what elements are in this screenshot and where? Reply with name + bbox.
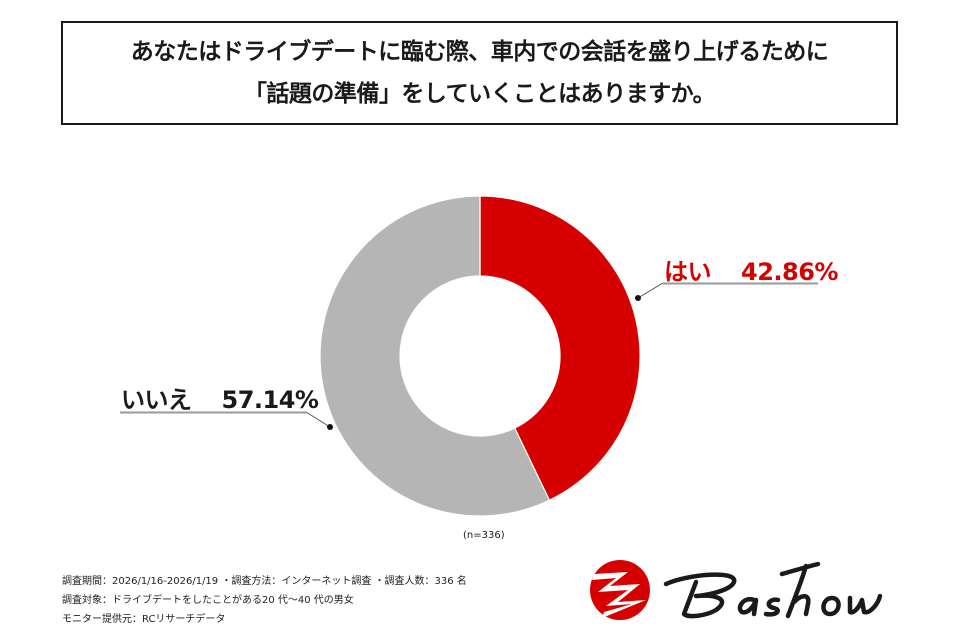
- leader-dot-no: [327, 424, 333, 430]
- slice-label-no-name: いいえ: [121, 386, 192, 414]
- sample-size-label: (n=336): [463, 530, 505, 541]
- slice-label-no-value: 57.14%: [221, 386, 319, 414]
- slice-label-yes: はい 42.86%: [664, 252, 838, 287]
- donut-slice-no: [319, 195, 551, 517]
- bashow-logo-mark-icon: [590, 560, 650, 620]
- survey-notes: 調査期間：2026/1/16-2026/1/19 ・調査方法：インターネット調査…: [62, 572, 467, 629]
- donut-slice-yes: [479, 195, 641, 502]
- bashow-logo-wordmark: [663, 561, 883, 619]
- slice-label-no: いいえ 57.14%: [121, 380, 319, 415]
- survey-note-target: 調査対象：ドライブデートをしたことがある20 代〜40 代の男女: [62, 595, 354, 606]
- leader-dot-yes: [635, 295, 641, 301]
- question-title-box: あなたはドライブデートに臨む際、車内での会話を盛り上げるために 「話題の準備」を…: [61, 21, 898, 125]
- question-title-line-2: 「話題の準備」をしていくことはありますか。: [243, 81, 716, 107]
- slice-label-yes-name: はい: [664, 258, 712, 286]
- survey-note-period: 調査期間：2026/1/16-2026/1/19 ・調査方法：インターネット調査…: [62, 576, 467, 587]
- bashow-logo: Bashow: [590, 560, 883, 620]
- leader-line-no: [120, 411, 333, 430]
- leader-line-yes: [635, 282, 818, 301]
- survey-note-provider: モニター提供元：RCリサーチデータ: [62, 614, 226, 625]
- slice-label-yes-value: 42.86%: [741, 258, 838, 286]
- question-title-line-1: あなたはドライブデートに臨む際、車内での会話を盛り上げるために: [130, 39, 829, 65]
